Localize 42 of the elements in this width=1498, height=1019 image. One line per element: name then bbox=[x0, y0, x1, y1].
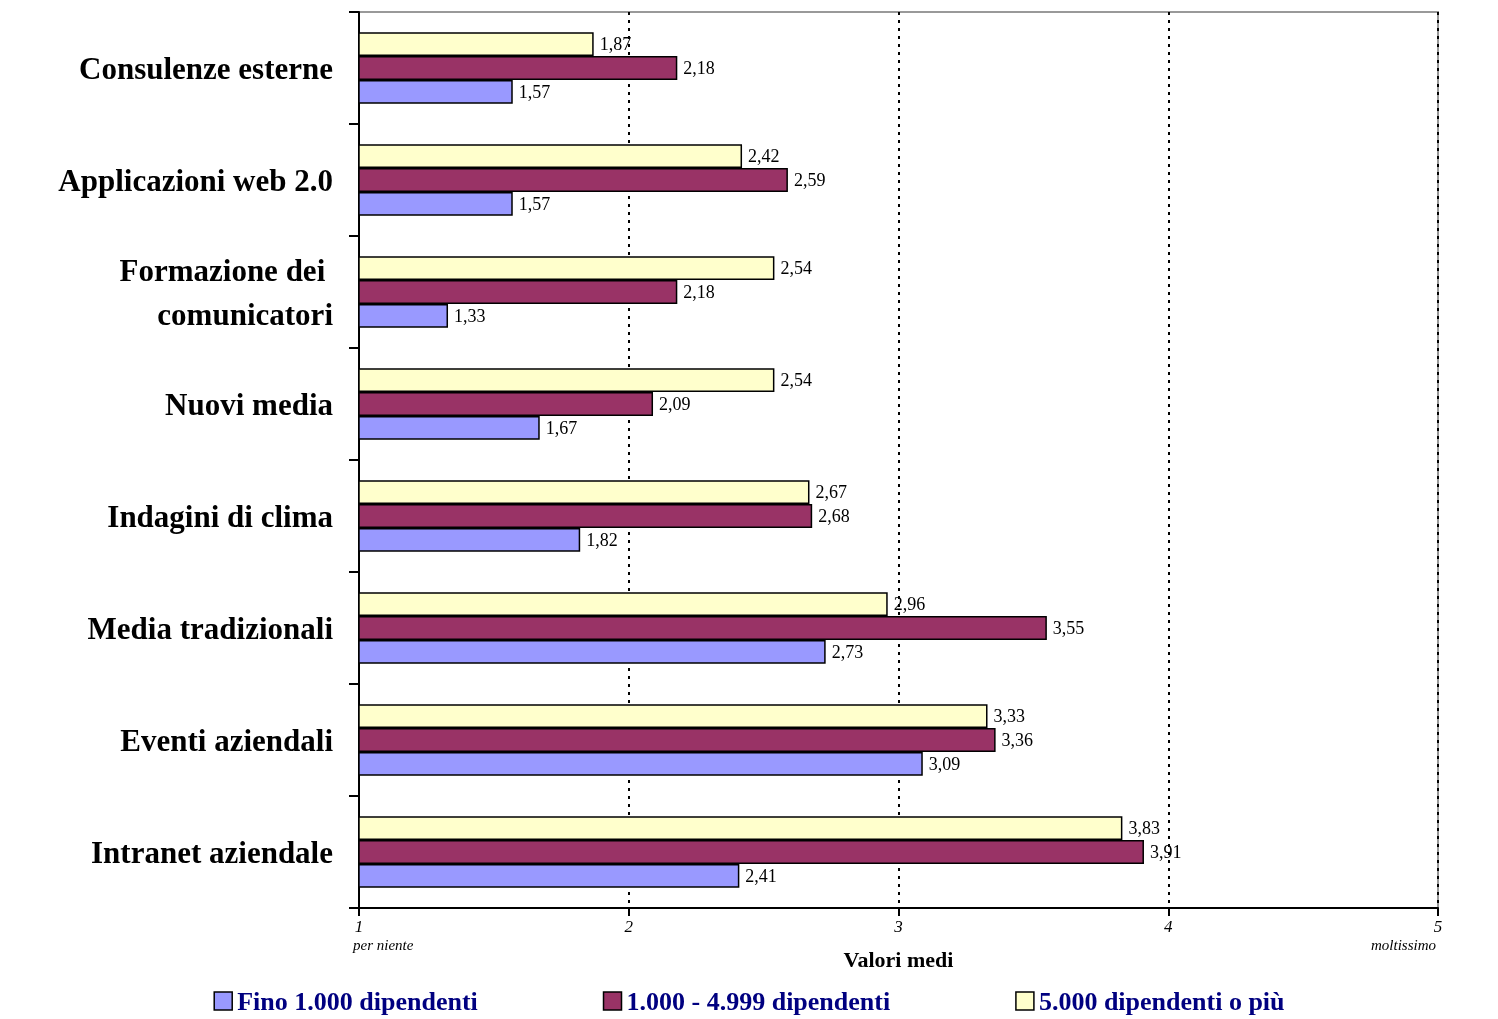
x-axis-title: Valori medi bbox=[843, 946, 954, 972]
x-tick-label: 3 bbox=[893, 917, 903, 936]
data-label: 3,83 bbox=[1128, 818, 1160, 839]
y-tick-label: Nuovi media bbox=[165, 386, 334, 422]
data-label: 2,41 bbox=[745, 865, 777, 886]
y-tick-label: Indagini di clima bbox=[107, 498, 334, 534]
data-label: 1,67 bbox=[545, 417, 578, 438]
y-tick-label: Eventi aziendali bbox=[120, 722, 334, 758]
data-label: 1,33 bbox=[454, 305, 486, 326]
data-label: 3,91 bbox=[1149, 842, 1182, 862]
legend-label: Fino 1.000 dipendenti bbox=[237, 986, 478, 1016]
data-label: 2,09 bbox=[659, 394, 691, 414]
text: per niente bbox=[352, 936, 414, 953]
data-label: 2,54 bbox=[780, 370, 812, 391]
data-label: 2,54 bbox=[780, 258, 812, 279]
data-label: 1,87 bbox=[599, 34, 632, 55]
x-tick-label: 5 bbox=[1433, 917, 1443, 936]
y-tick-label: Media tradizionali bbox=[87, 610, 334, 646]
legend-label: 5.000 dipendenti o più bbox=[1038, 986, 1285, 1016]
data-label: 3,36 bbox=[1001, 730, 1034, 750]
data-label: 3,09 bbox=[928, 753, 961, 774]
data-label: 2,42 bbox=[748, 146, 780, 167]
data-label: 2,67 bbox=[815, 482, 847, 503]
x-tick-label: 2 bbox=[624, 917, 634, 936]
y-tick-label: Intranet aziendale bbox=[91, 834, 333, 870]
data-label: 2,68 bbox=[818, 506, 850, 526]
data-label: 2,18 bbox=[683, 282, 715, 302]
x-tick-label: 4 bbox=[1164, 917, 1173, 936]
data-label: 2,59 bbox=[793, 170, 826, 190]
data-label: 1,82 bbox=[586, 529, 618, 550]
data-label: 3,33 bbox=[993, 706, 1026, 727]
y-tick-label: Consulenze esterne bbox=[79, 50, 333, 86]
data-label: 2,73 bbox=[831, 641, 864, 662]
data-label: 2,18 bbox=[683, 58, 715, 78]
x-tick-label: 1 bbox=[354, 917, 364, 936]
text: moltissimo bbox=[1370, 936, 1437, 953]
y-tick-label: Formazione dei comunicatori bbox=[119, 252, 334, 332]
data-label: 1,57 bbox=[518, 81, 551, 102]
y-tick-label: Applicazioni web 2.0 bbox=[58, 162, 333, 198]
data-label: 1,57 bbox=[518, 193, 551, 214]
data-label: 3,55 bbox=[1052, 618, 1085, 638]
legend-label: 1.000 - 4.999 dipendenti bbox=[626, 986, 891, 1016]
